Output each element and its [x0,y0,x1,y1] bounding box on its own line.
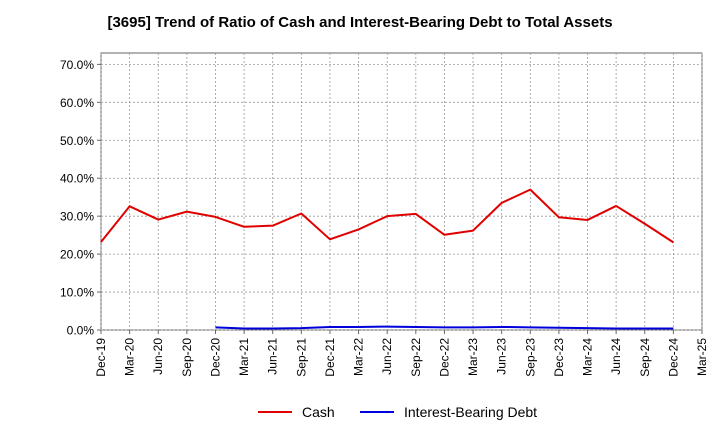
x-tick-label: Sep-24 [638,338,652,377]
x-tick-label: Sep-23 [523,338,537,377]
series-line-cash [100,188,674,244]
x-tick-label: Sep-20 [180,338,194,377]
x-tick-label: Dec-23 [552,338,566,377]
x-tick-label: Sep-21 [294,338,308,377]
legend-swatch-debt [360,411,394,413]
line-chart: 0.0% 10.0% 20.0% 30.0% 40.0% 50.0% 60.0% 70.0% D… [60,52,709,377]
x-tick-label: Jun-21 [266,338,280,375]
x-tick-label: Sep-22 [409,338,423,377]
y-tick-label: 0.0% [67,324,95,338]
x-tick-label: Jun-20 [151,338,165,375]
y-tick-label: 10.0% [60,286,94,300]
legend-label-cash: Cash [302,404,335,420]
x-tick-label: Dec-22 [437,338,451,377]
x-tick-label: Mar-22 [352,338,366,376]
x-tick-label: Mar-24 [581,338,595,376]
legend-swatch-cash [258,411,292,413]
chart-title: [3695] Trend of Ratio of Cash and Intere… [107,14,613,31]
legend: Cash Interest-Bearing Debt [0,404,720,428]
y-tick-label: 40.0% [60,172,94,186]
x-tick-label: Dec-20 [208,338,222,377]
legend-item-debt: Interest-Bearing Debt [360,404,537,420]
y-tick-label: 70.0% [60,58,94,72]
y-tick-label: 20.0% [60,248,94,262]
x-tick-label: Dec-21 [323,338,337,377]
x-tick-label: Jun-22 [380,338,394,375]
x-tick-label: Mar-20 [123,338,137,376]
y-tick-label: 30.0% [60,210,94,224]
x-tick-label: Mar-21 [237,338,251,376]
legend-label-debt: Interest-Bearing Debt [404,404,538,420]
x-tick-label: Jun-23 [495,338,509,375]
x-tick-label: Jun-24 [609,338,623,375]
y-tick-label: 60.0% [60,96,94,110]
series-line-interest-bearing-debt [215,325,674,330]
plot-area [100,52,703,331]
x-tick-label: Mar-25 [695,338,709,376]
x-tick-label: Mar-23 [466,338,480,376]
legend-item-cash: Cash [258,404,335,420]
y-tick-label: 50.0% [60,134,94,148]
x-tick-label: Dec-24 [666,338,680,377]
x-tick-label: Dec-19 [94,338,108,377]
